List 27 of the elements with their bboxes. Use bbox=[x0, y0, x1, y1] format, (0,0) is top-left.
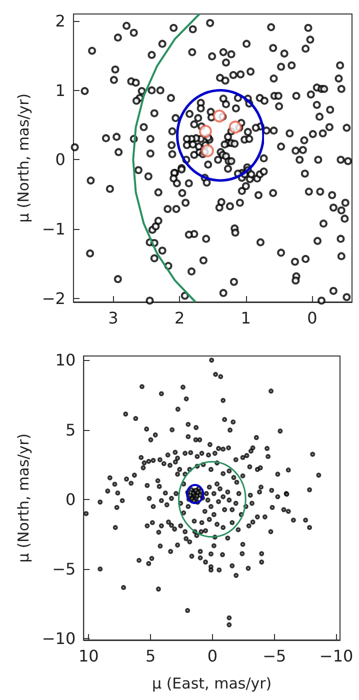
y-tick-label: 2 bbox=[55, 11, 66, 30]
point bbox=[212, 110, 226, 123]
point bbox=[198, 124, 212, 138]
y-axis-title: μ (North, mas/yr) bbox=[14, 93, 32, 223]
x-axis-title: μ (East, mas/yr) bbox=[152, 674, 272, 692]
point bbox=[200, 144, 214, 158]
y-tick-label: 0 bbox=[55, 150, 66, 170]
point bbox=[228, 120, 242, 134]
x-tick-label: 2 bbox=[174, 308, 185, 328]
y-tick-label: 5 bbox=[65, 420, 76, 440]
y-tick-label: −1 bbox=[42, 220, 66, 239]
y-tick-label: −2 bbox=[42, 289, 66, 308]
x-tick-label: 1 bbox=[240, 308, 251, 328]
x-tick-label: 10 bbox=[78, 646, 99, 666]
y-tick-label: −10 bbox=[42, 629, 76, 648]
x-tick-label: 0 bbox=[307, 308, 318, 328]
x-tick-label: 3 bbox=[108, 308, 118, 328]
x-tick-label: −10 bbox=[319, 646, 354, 666]
x-tick-label: −5 bbox=[262, 646, 286, 666]
y-tick-label: −5 bbox=[52, 560, 76, 578]
y-tick-label: 10 bbox=[55, 350, 76, 370]
y-tick-label: 0 bbox=[65, 490, 76, 509]
x-tick-label: 5 bbox=[145, 646, 156, 666]
x-tick-label: 0 bbox=[207, 646, 218, 666]
line-series bbox=[132, 13, 200, 303]
y-tick-label: 1 bbox=[55, 80, 66, 100]
y-axis-title: μ (North, mas/yr) bbox=[14, 433, 32, 563]
